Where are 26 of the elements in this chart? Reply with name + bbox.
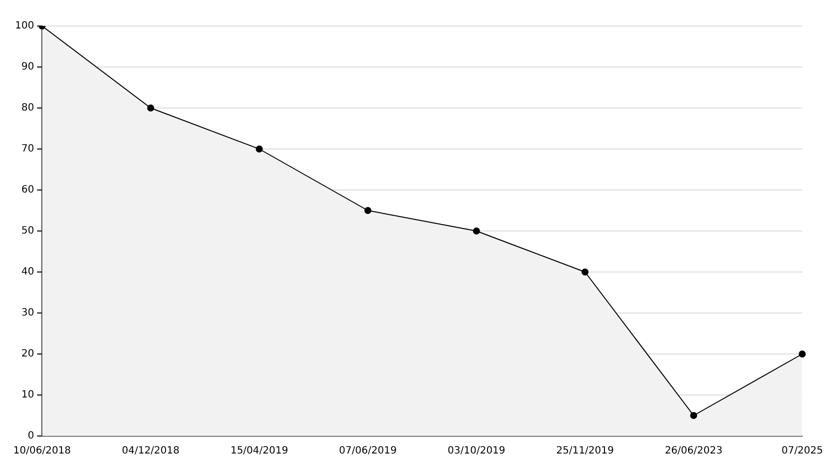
point: [364, 207, 372, 214]
point: [582, 268, 589, 276]
y-tick-label: 90: [21, 62, 34, 73]
y-tick-label: 50: [21, 226, 34, 237]
y-tick-label: 60: [21, 184, 34, 196]
y-tick-label: 0: [28, 430, 34, 442]
x-tick-label: 25/11/2019: [556, 446, 614, 457]
point: [256, 146, 263, 152]
point: [798, 350, 806, 358]
x-tick-label: 07/2025: [781, 446, 823, 457]
x-tick-label: 10/06/2018: [13, 446, 71, 457]
x-tick-label: 03/10/2019: [448, 446, 506, 457]
x-tick-label: 15/04/2019: [230, 446, 288, 457]
y-tick-label: 40: [21, 266, 34, 278]
x-tick-label: 26/06/2023: [664, 446, 722, 457]
y-tick-label: 80: [21, 102, 34, 114]
x-tick-label: 04/12/2018: [122, 446, 180, 457]
point: [472, 228, 480, 234]
y-tick-label: 30: [21, 308, 34, 319]
y-tick-label: 10: [21, 390, 34, 401]
y-tick-label: 20: [21, 348, 34, 360]
x-tick-label: 07/06/2019: [339, 446, 397, 457]
y-tick-label: 70: [21, 144, 34, 155]
point: [690, 412, 698, 419]
point: [147, 104, 154, 112]
y-tick-label: 100: [14, 20, 34, 32]
